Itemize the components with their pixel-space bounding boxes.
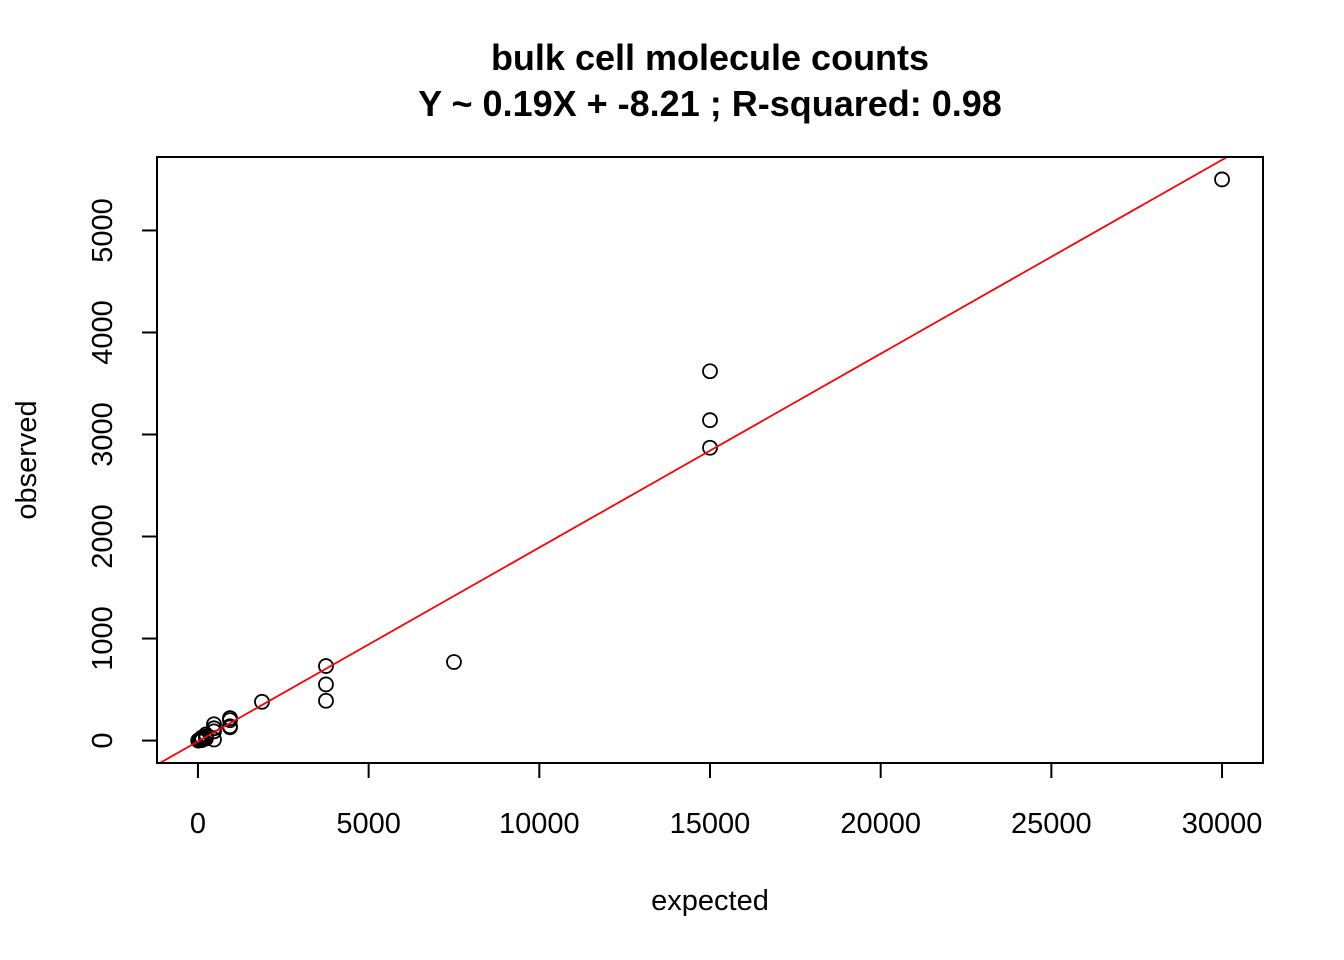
x-tick-label: 10000 — [499, 808, 580, 840]
data-point — [318, 676, 334, 693]
y-axis: 0 1000 2000 3000 4000 5000 — [87, 198, 158, 749]
data-point — [702, 439, 718, 456]
plot-area — [158, 157, 1230, 763]
x-tick-label: 20000 — [840, 808, 921, 840]
y-tick-label: 3000 — [87, 402, 119, 467]
y-tick-label: 0 — [87, 732, 119, 748]
fit-line — [158, 157, 1229, 763]
x-axis: 0 5000 10000 15000 20000 25000 30000 — [190, 762, 1263, 840]
data-point — [446, 654, 462, 670]
data-point — [318, 658, 334, 674]
y-tick-label: 5000 — [87, 198, 119, 263]
data-point — [318, 692, 334, 709]
data-point — [1214, 171, 1230, 188]
x-tick-label: 5000 — [336, 808, 401, 840]
chart-subtitle: Y ~ 0.19X + -8.21 ; R-squared: 0.98 — [418, 83, 1002, 124]
data-point — [190, 732, 207, 749]
y-tick-label: 2000 — [87, 504, 119, 569]
x-tick-label: 25000 — [1011, 808, 1092, 840]
chart-title: bulk cell molecule counts — [491, 37, 929, 78]
y-tick-label: 4000 — [87, 300, 119, 365]
x-tick-label: 15000 — [670, 808, 751, 840]
x-tick-label: 30000 — [1182, 808, 1263, 840]
data-point — [206, 716, 222, 733]
data-point — [702, 412, 718, 429]
y-axis-label: observed — [11, 400, 43, 519]
data-point — [702, 363, 718, 380]
y-tick-label: 1000 — [87, 606, 119, 671]
x-axis-label: expected — [651, 885, 769, 917]
x-tick-label: 0 — [190, 808, 206, 840]
